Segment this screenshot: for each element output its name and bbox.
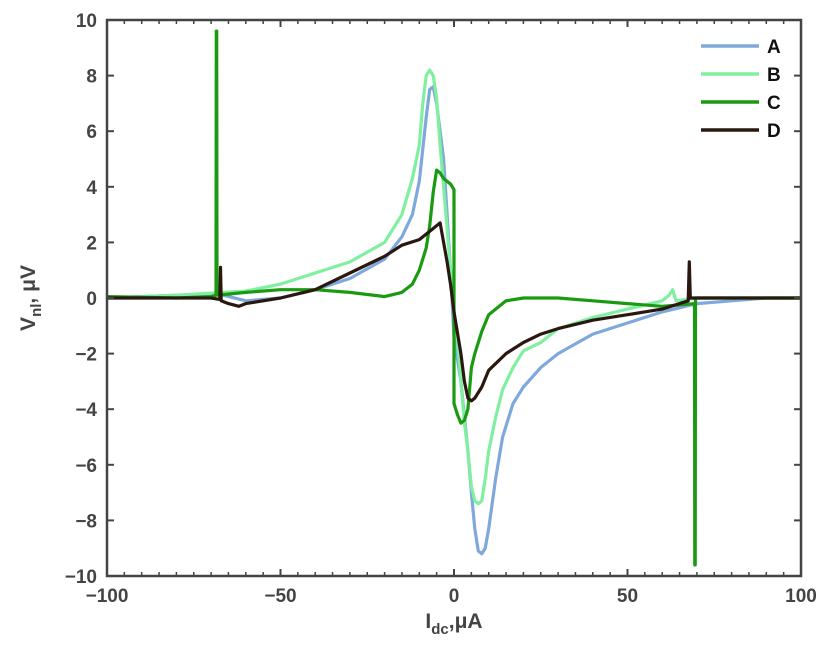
- y-tick-label: −6: [75, 456, 97, 477]
- series-layer: [107, 29, 801, 567]
- legend-label: A: [767, 37, 781, 58]
- x-tick-label: 100: [785, 586, 817, 607]
- x-tick-label: −100: [86, 586, 129, 607]
- x-tick-label: −50: [264, 586, 296, 607]
- y-tick-label: 10: [76, 11, 97, 32]
- x-axis-label-sub: dc: [431, 621, 449, 638]
- x-tick-label: 0: [449, 586, 460, 607]
- y-tick-label: 2: [86, 233, 97, 254]
- y-tick-label: −4: [75, 400, 97, 421]
- x-axis-label: Idc,μA: [425, 610, 482, 638]
- y-axis-label-main: V: [17, 317, 40, 331]
- legend-label: D: [767, 121, 781, 142]
- x-tick-label: 50: [617, 586, 638, 607]
- axes-layer: −100 −50 0 50 100 −10 −8 −6 −4 −2 0 2 4 6 8 10: [65, 11, 817, 607]
- y-tick-label: −2: [75, 345, 97, 366]
- y-tick-label: 0: [86, 289, 97, 310]
- y-axis-label: Vnl, μV: [17, 265, 45, 331]
- legend-label: B: [767, 65, 781, 86]
- y-tick-label: −10: [65, 567, 97, 588]
- y-axis-label-sub: nl: [28, 304, 45, 317]
- y-tick-label: −8: [75, 511, 97, 532]
- x-axis-label-rest: ,μA: [449, 610, 483, 633]
- legend-label: C: [767, 93, 781, 114]
- y-tick-label: 8: [86, 67, 97, 88]
- y-tick-label: 6: [86, 122, 97, 143]
- x-axis-label-main: I: [425, 610, 431, 633]
- series-line-d: [107, 221, 801, 403]
- series-line-c: [107, 29, 801, 567]
- y-tick-label: 4: [86, 178, 97, 199]
- y-axis-label-rest: , μV: [17, 265, 40, 304]
